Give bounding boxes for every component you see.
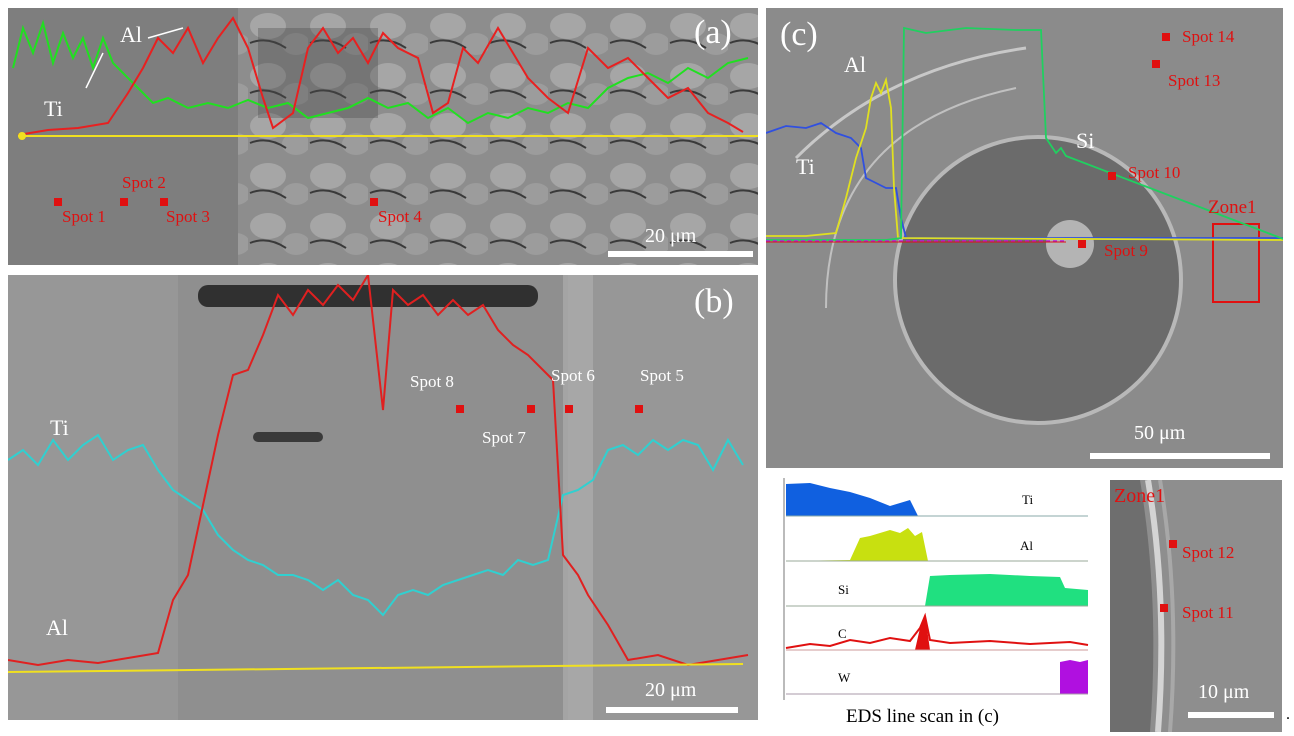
spot-6-label: Spot 6 (551, 366, 595, 385)
eds-si-trace (786, 574, 1088, 607)
spot-12-label: Spot 12 (1182, 543, 1235, 562)
zone1-texture (1110, 480, 1282, 732)
spot-4-label: Spot 4 (378, 207, 422, 226)
ti-line-profile-c (766, 122, 1283, 239)
scan-line-b (8, 663, 744, 673)
scale-bar-zone1 (1188, 712, 1274, 718)
scale-bar-c (1090, 453, 1270, 459)
eds-channel-w: W (838, 670, 851, 685)
spot-14-marker (1162, 33, 1170, 41)
ti-line-profile-b (8, 433, 744, 617)
spot-10-marker (1108, 172, 1116, 180)
eds-line-scan-figure: Ti Al Si C W EDS line scan in (c) (770, 478, 1095, 736)
eds-caption: EDS line scan in (c) (846, 706, 1000, 727)
eds-channel-plots (783, 478, 1089, 700)
zone1-title: Zone1 (1114, 485, 1166, 507)
panel-label-c: (c) (780, 16, 818, 53)
spot-11-label: Spot 11 (1182, 603, 1234, 622)
spot-7-marker (527, 405, 535, 413)
fiber-core (1046, 220, 1094, 268)
spot-6-marker (565, 405, 573, 413)
label-ti-b: Ti (50, 415, 69, 440)
eds-channel-si: Si (838, 582, 849, 597)
spot-14-label: Spot 14 (1182, 27, 1235, 46)
al-line-profile-c (766, 76, 1283, 241)
scale-bar-b (606, 707, 738, 713)
scale-label-b: 20 μm (645, 679, 697, 701)
spot-1-label: Spot 1 (62, 207, 106, 226)
spot-12-marker (1169, 540, 1177, 548)
spot-10-label: Spot 10 (1128, 163, 1181, 182)
spot-9-marker (1078, 240, 1086, 248)
eds-channel-c: C (838, 626, 847, 641)
panel-a-sem-image: (a) Al Ti Spot 1 Spot 2 Spot 3 Spot 4 20… (8, 8, 758, 265)
zone1-label-c: Zone1 (1208, 197, 1257, 218)
label-al-a: Al (120, 22, 142, 47)
panel-c-texture (766, 8, 1283, 468)
zone1-zoom-image: Zone1 Spot 12 Spot 11 10 μm (1110, 480, 1282, 732)
spot-2-marker (120, 198, 128, 206)
spot-1-marker (54, 198, 62, 206)
eds-channel-al: Al (1020, 538, 1033, 553)
spot-8-label: Spot 8 (410, 372, 454, 391)
panel-b-texture (8, 275, 758, 720)
al-line-profile-a (17, 16, 744, 136)
al-line-profile-b (8, 275, 749, 667)
scale-label-a: 20 μm (645, 225, 697, 247)
panel-a-texture (8, 8, 758, 265)
panel-label-a: (a) (694, 14, 732, 51)
spot-4-marker (370, 198, 378, 206)
spot-7-label: Spot 7 (482, 428, 526, 447)
spot-8-marker (456, 405, 464, 413)
eds-ti-trace (786, 483, 1088, 517)
spot-3-marker (160, 198, 168, 206)
spot-2-label: Spot 2 (122, 173, 166, 192)
eds-channel-ti: Ti (1022, 492, 1034, 507)
panel-b-sem-image: (b) Ti Al Spot 8 Spot 7 Spot 6 Spot 5 20… (8, 275, 758, 720)
scale-bar-a (608, 251, 753, 257)
spot-5-marker (635, 405, 643, 413)
trailing-period: . (1286, 706, 1290, 723)
label-ti-c: Ti (796, 154, 815, 179)
panel-label-b: (b) (694, 283, 734, 320)
label-ti-a: Ti (44, 96, 63, 121)
eds-al-trace (786, 528, 1088, 562)
label-al-b: Al (46, 615, 68, 640)
label-si-c: Si (1076, 128, 1095, 153)
eds-c-trace (785, 612, 1089, 651)
scale-label-c: 50 μm (1134, 422, 1186, 444)
spot-13-label: Spot 13 (1168, 71, 1221, 90)
label-al-c: Al (844, 52, 866, 77)
spot-3-label: Spot 3 (166, 207, 210, 226)
spot-9-label: Spot 9 (1104, 241, 1148, 260)
si-line-profile-c (766, 26, 1283, 241)
zone1-box (1212, 223, 1260, 303)
ti-line-profile-a (12, 19, 749, 125)
spot-11-marker (1160, 604, 1168, 612)
eds-w-trace (786, 660, 1088, 695)
scale-label-zone1: 10 μm (1198, 681, 1250, 703)
si-fiber-cross-section (893, 135, 1183, 425)
spot-13-marker (1152, 60, 1160, 68)
spot-5-label: Spot 5 (640, 366, 684, 385)
panel-c-sem-image: (c) Al Ti Si Spot 14 Spot 13 Spot 10 Spo… (766, 8, 1283, 468)
